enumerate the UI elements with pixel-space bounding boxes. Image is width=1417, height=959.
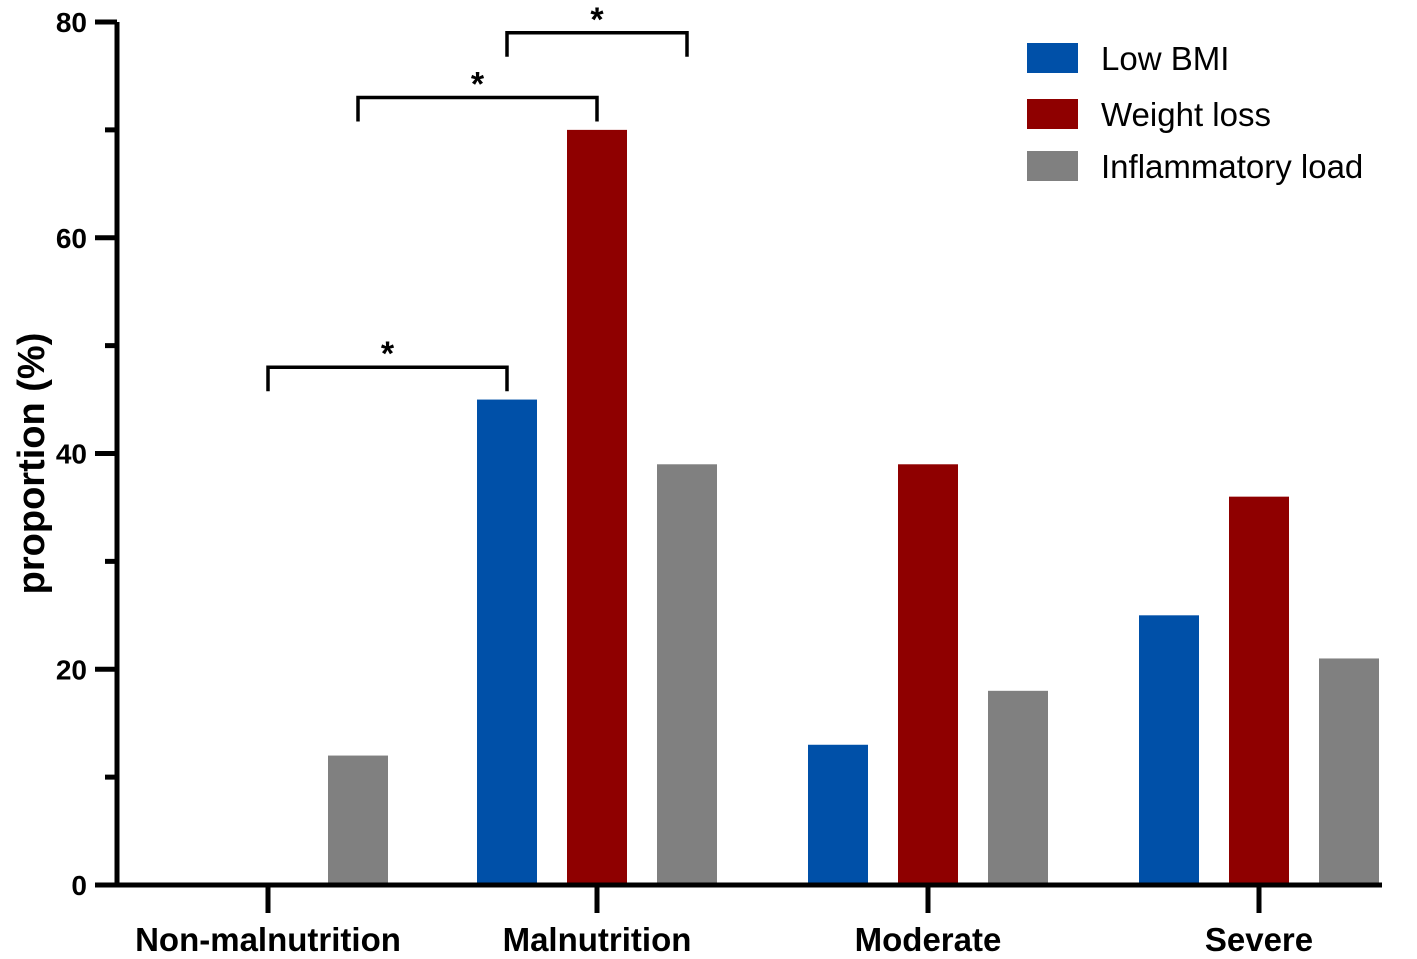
bar-weight-loss-malnutrition bbox=[567, 129, 627, 885]
legend: Low BMI Weight loss Inflammatory load bbox=[1027, 40, 1363, 185]
significance-marker-2: * bbox=[590, 1, 604, 39]
y-tick-label-20: 20 bbox=[56, 654, 87, 685]
significance-marker-0: * bbox=[381, 335, 395, 373]
bar-inflammatory-load-non-malnutrition bbox=[328, 755, 388, 885]
y-tick-label-40: 40 bbox=[56, 439, 87, 470]
x-tick-label-moderate: Moderate bbox=[855, 921, 1002, 958]
bar-low-bmi-moderate bbox=[808, 744, 868, 885]
y-axis-title: proportion (%) bbox=[11, 333, 53, 595]
legend-label-inflammatory-load: Inflammatory load bbox=[1101, 148, 1363, 185]
bar-inflammatory-load-moderate bbox=[988, 690, 1048, 885]
significance-bracket-0 bbox=[266, 365, 509, 392]
significance-bracket-2 bbox=[505, 31, 689, 57]
y-tick-label-80: 80 bbox=[56, 7, 87, 38]
legend-label-weight-loss: Weight loss bbox=[1101, 96, 1271, 133]
bar-low-bmi-malnutrition bbox=[477, 399, 537, 885]
legend-swatch-inflammatory-load bbox=[1027, 151, 1078, 181]
bar-weight-loss-severe bbox=[1229, 496, 1289, 885]
legend-label-low-bmi: Low BMI bbox=[1101, 40, 1229, 77]
significance-brackets: * * * bbox=[266, 1, 689, 392]
significance-marker-1: * bbox=[471, 66, 485, 104]
x-tick-label-severe: Severe bbox=[1205, 921, 1313, 958]
bar-low-bmi-severe bbox=[1139, 615, 1199, 885]
legend-swatch-weight-loss bbox=[1027, 99, 1078, 129]
bars-layer bbox=[328, 129, 1379, 885]
y-tick-label-0: 0 bbox=[71, 870, 87, 901]
bar-inflammatory-load-severe bbox=[1319, 658, 1379, 885]
significance-bracket-1 bbox=[356, 95, 599, 122]
axes-layer: 0 20 40 60 80 Non-malnutrition Malnutrition Mod… bbox=[11, 7, 1382, 958]
y-tick-label-60: 60 bbox=[56, 223, 87, 254]
bar-inflammatory-load-malnutrition bbox=[657, 464, 717, 885]
legend-swatch-low-bmi bbox=[1027, 43, 1078, 73]
bar-weight-loss-moderate bbox=[898, 464, 958, 885]
x-tick-label-malnutrition: Malnutrition bbox=[503, 921, 692, 958]
x-tick-label-non-malnutrition: Non-malnutrition bbox=[135, 921, 401, 958]
